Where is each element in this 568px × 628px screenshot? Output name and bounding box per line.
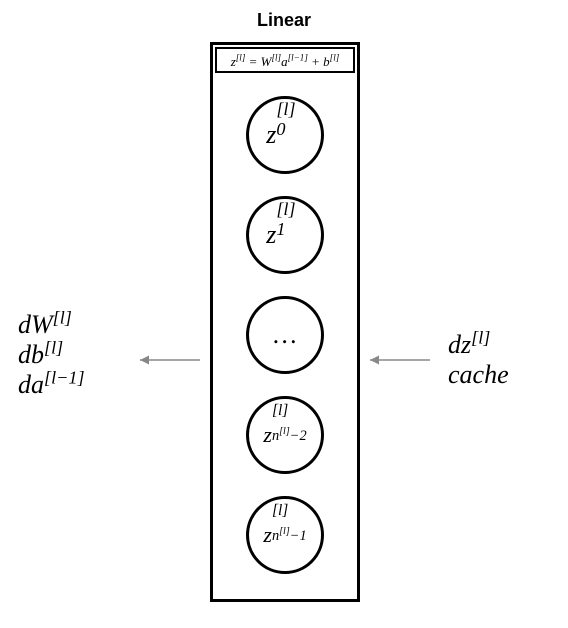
node-0: z0[l][l] <box>246 96 324 174</box>
grad-label-0: dW[l] <box>18 310 85 340</box>
node-2: … <box>246 296 324 374</box>
node-label: z1[l][l] <box>266 220 304 250</box>
node-1: z1[l][l] <box>246 196 324 274</box>
output-gradients: dW[l]db[l]da[l−1] <box>18 310 85 400</box>
node-label: zn[l]−2[l]n[l]−2 <box>263 422 306 448</box>
node-label: zn[l]−1[l]n[l]−1 <box>263 522 306 548</box>
node-3: zn[l]−2[l]n[l]−2 <box>246 396 324 474</box>
arrow-left <box>134 354 206 366</box>
title-text: Linear <box>257 10 311 30</box>
equation-text: z[l] = W[l]a[l−1] + b[l] <box>231 54 340 69</box>
node-4: zn[l]−1[l]n[l]−1 <box>246 496 324 574</box>
ellipsis: … <box>273 320 296 350</box>
equation-box: z[l] = W[l]a[l−1] + b[l] <box>215 47 355 73</box>
grad-label-1: cache <box>448 360 509 390</box>
grad-label-0: dz[l] <box>448 330 509 360</box>
diagram-title: Linear <box>257 10 311 31</box>
input-gradients: dz[l]cache <box>448 330 509 390</box>
arrow-right <box>364 354 436 366</box>
node-label: z0[l][l] <box>266 120 304 150</box>
grad-label-1: db[l] <box>18 340 85 370</box>
grad-label-2: da[l−1] <box>18 370 85 400</box>
